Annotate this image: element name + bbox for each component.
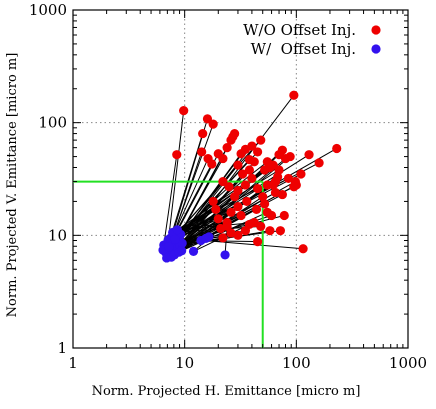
point-without-offset (211, 204, 221, 214)
axis-ticks: 1 10 100 1000 1 10 100 1000 (29, 1, 427, 372)
point-without-offset (296, 169, 306, 179)
point-without-offset (283, 173, 294, 184)
point-without-offset (262, 180, 272, 190)
legend-label-with-offset: W/ Offset Inj. (251, 40, 356, 58)
point-without-offset (298, 244, 308, 254)
point-without-offset (256, 135, 266, 145)
point-without-offset (247, 173, 257, 184)
point-without-offset (229, 128, 240, 139)
point-without-offset (314, 158, 324, 168)
point-without-offset (208, 196, 218, 207)
point-without-offset (208, 119, 218, 129)
point-without-offset (198, 128, 208, 139)
point-without-offset (270, 187, 281, 198)
point-without-offset (172, 150, 182, 160)
point-without-offset (277, 189, 287, 200)
point-without-offset (222, 217, 232, 228)
point-without-offset (226, 207, 236, 217)
point-without-offset (253, 147, 263, 157)
x-axis-label: Norm. Projected H. Emittance [micro m] (92, 384, 361, 399)
connector-line (176, 163, 213, 231)
point-without-offset (266, 210, 277, 221)
point-without-offset (240, 226, 251, 236)
connector-line (177, 239, 258, 243)
point-without-offset (218, 176, 228, 187)
x-tick-label: 1000 (389, 354, 427, 372)
legend: W/O Offset Inj.W/ Offset Inj. (243, 21, 381, 58)
plot-frame (72, 9, 409, 349)
point-with-offset (204, 232, 214, 242)
legend-marker-with-offset (371, 44, 381, 54)
point-without-offset (233, 160, 243, 170)
point-without-offset (242, 196, 252, 207)
point-without-offset (277, 145, 287, 155)
connector-line (177, 222, 228, 231)
point-without-offset (289, 90, 299, 100)
point-without-offset (236, 210, 246, 221)
connector-line (170, 118, 208, 241)
point-without-offset (247, 141, 257, 151)
connector-line (174, 158, 209, 232)
point-without-offset (237, 169, 248, 179)
point-without-offset (224, 182, 234, 192)
point-with-offset (170, 234, 180, 245)
connector-line (173, 151, 203, 235)
point-without-offset (253, 183, 263, 194)
connector-line (179, 196, 235, 247)
x-tick-label: 10 (175, 354, 194, 372)
point-without-offset (233, 201, 243, 212)
point-without-offset (265, 226, 275, 236)
point-without-offset (218, 153, 228, 164)
point-with-offset (177, 238, 187, 248)
point-with-offset (188, 246, 199, 257)
point-without-offset (260, 199, 270, 209)
point-without-offset (274, 165, 284, 175)
point-without-offset (285, 151, 295, 162)
point-with-offset (177, 246, 187, 256)
data-points (158, 90, 342, 263)
y-tick-label: 10 (48, 226, 67, 244)
point-without-offset (279, 210, 289, 221)
point-without-offset (253, 236, 263, 247)
y-tick-label: 1 (57, 339, 67, 357)
point-without-offset (273, 172, 283, 182)
point-without-offset (244, 165, 255, 175)
x-tick-label: 100 (282, 354, 311, 372)
legend-marker-without-offset (371, 25, 381, 35)
point-with-offset (172, 225, 182, 235)
point-without-offset (251, 204, 262, 214)
point-with-offset (164, 242, 174, 252)
y-tick-label: 1000 (29, 1, 67, 19)
point-without-offset (249, 157, 259, 167)
connector-line (163, 154, 178, 246)
point-with-offset (220, 250, 230, 260)
x-tick-label: 1 (68, 354, 78, 372)
point-without-offset (240, 180, 251, 190)
point-without-offset (222, 143, 232, 153)
connector-line (166, 110, 185, 249)
point-without-offset (304, 150, 314, 160)
point-without-offset (218, 233, 228, 243)
point-without-offset (197, 147, 207, 157)
threshold-lines (73, 180, 264, 348)
point-without-offset (233, 230, 243, 240)
point-without-offset (291, 180, 301, 190)
point-without-offset (213, 214, 223, 224)
point-without-offset (229, 192, 240, 202)
point-without-offset (179, 105, 189, 116)
y-axis-label: Norm. Projected V. Emittance [micro m] (5, 53, 20, 318)
point-without-offset (332, 143, 342, 154)
legend-label-without-offset: W/O Offset Inj. (243, 21, 356, 39)
point-without-offset (216, 223, 226, 234)
point-without-offset (275, 226, 286, 236)
point-without-offset (258, 192, 268, 202)
point-without-offset (207, 159, 217, 169)
y-tick-label: 100 (38, 114, 67, 132)
